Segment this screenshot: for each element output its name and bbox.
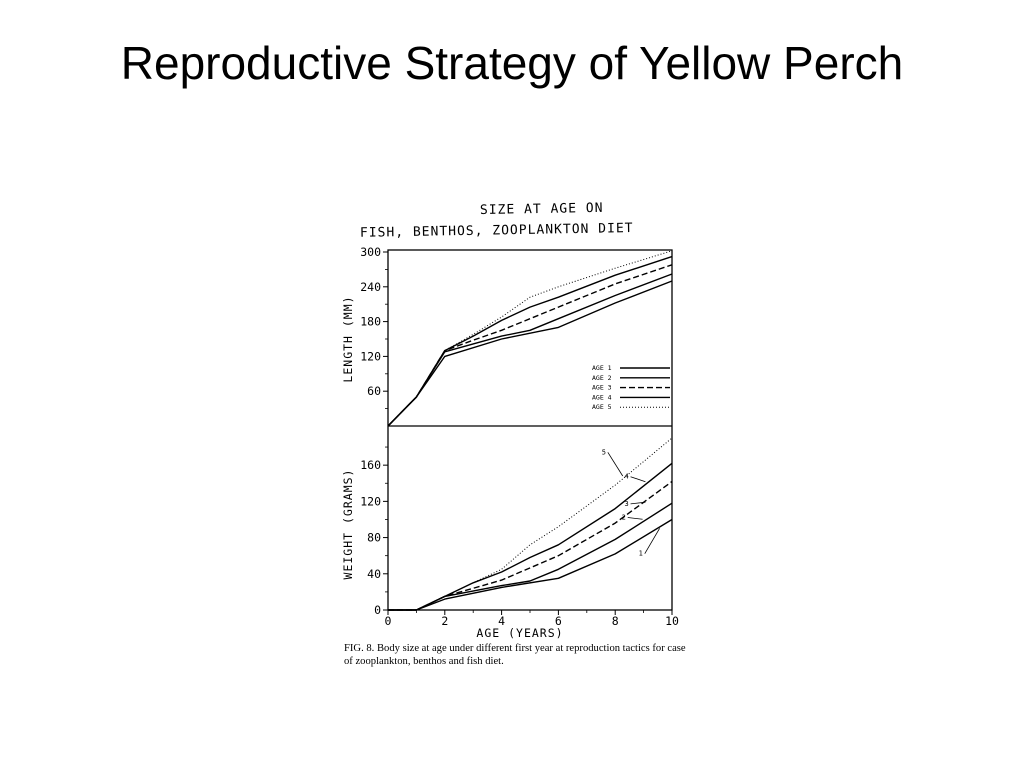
weight-series-annotation-2: 2: [622, 513, 626, 521]
slide-title: Reproductive Strategy of Yellow Perch: [120, 37, 904, 89]
weight-xtick-label-5: 10: [665, 614, 679, 628]
weight-series-line-4: [388, 462, 673, 611]
length-series-line-5: [387, 250, 673, 427]
weight-xtick-label-3: 6: [555, 614, 562, 628]
weight-ytick-label-4: 160: [360, 458, 381, 472]
weight-series-annotation-5: 5: [602, 448, 606, 456]
length-ytick-label-4: 300: [360, 245, 381, 259]
weight-annotation-arrow-5: [607, 452, 624, 477]
legend-label-3: AGE 3: [592, 384, 612, 392]
weight-series-line-2: [388, 502, 673, 611]
weight-ytick-label-3: 120: [360, 494, 381, 508]
weight-ylabel: WEIGHT (GRAMS): [341, 469, 355, 580]
figure-title-line2: FISH, BENTHOS, ZOOPLANKTON DIET: [360, 221, 634, 241]
weight-xtick-label-2: 4: [498, 614, 505, 628]
legend-label-4: AGE 4: [592, 393, 612, 401]
legend-label-2: AGE 2: [592, 374, 612, 382]
length-ytick-label-3: 240: [360, 280, 381, 294]
weight-annotation-arrow-4: [630, 476, 646, 483]
weight-annotation-arrow-3: [630, 501, 646, 505]
weight-series-annotation-4: 4: [624, 473, 628, 481]
figure: SIZE AT AGE ON FISH, BENTHOS, ZOOPLANKTO…: [330, 190, 700, 680]
length-ytick-label-0: 60: [367, 384, 381, 398]
size-at-age-figure: SIZE AT AGE ON FISH, BENTHOS, ZOOPLANKTO…: [341, 201, 679, 640]
weight-xlabel: AGE (YEARS): [476, 626, 563, 640]
weight-series-line-1: [388, 518, 673, 611]
weight-ytick-label-0: 0: [374, 603, 381, 617]
legend-label-1: AGE 1: [592, 364, 612, 372]
weight-ytick-label-2: 80: [367, 531, 381, 545]
length-series-line-1: [387, 280, 673, 427]
plot-frame: [387, 249, 673, 611]
weight-annotation-arrow-1: [644, 528, 660, 554]
weight-xtick-label-4: 8: [612, 614, 619, 628]
weight-annotation-arrow-2: [627, 517, 643, 520]
length-ytick-label-1: 120: [360, 349, 381, 363]
weight-series-annotation-1: 1: [639, 550, 643, 558]
length-ylabel: LENGTH (MM): [341, 295, 355, 382]
length-series-line-4: [387, 255, 673, 427]
legend-label-5: AGE 5: [592, 403, 612, 411]
length-ytick-label-2: 180: [360, 315, 381, 329]
figure-caption: FIG. 8. Body size at age under different…: [344, 643, 686, 667]
weight-series-line-5: [388, 437, 673, 611]
weight-series-annotation-3: 3: [624, 500, 628, 508]
weight-xtick-label-1: 2: [441, 614, 448, 628]
length-series-line-3: [387, 264, 673, 427]
weight-xtick-label-0: 0: [385, 614, 392, 628]
weight-series-line-3: [388, 480, 673, 611]
figure-title-line1: SIZE AT AGE ON: [480, 201, 604, 218]
weight-ytick-label-1: 40: [367, 567, 381, 581]
